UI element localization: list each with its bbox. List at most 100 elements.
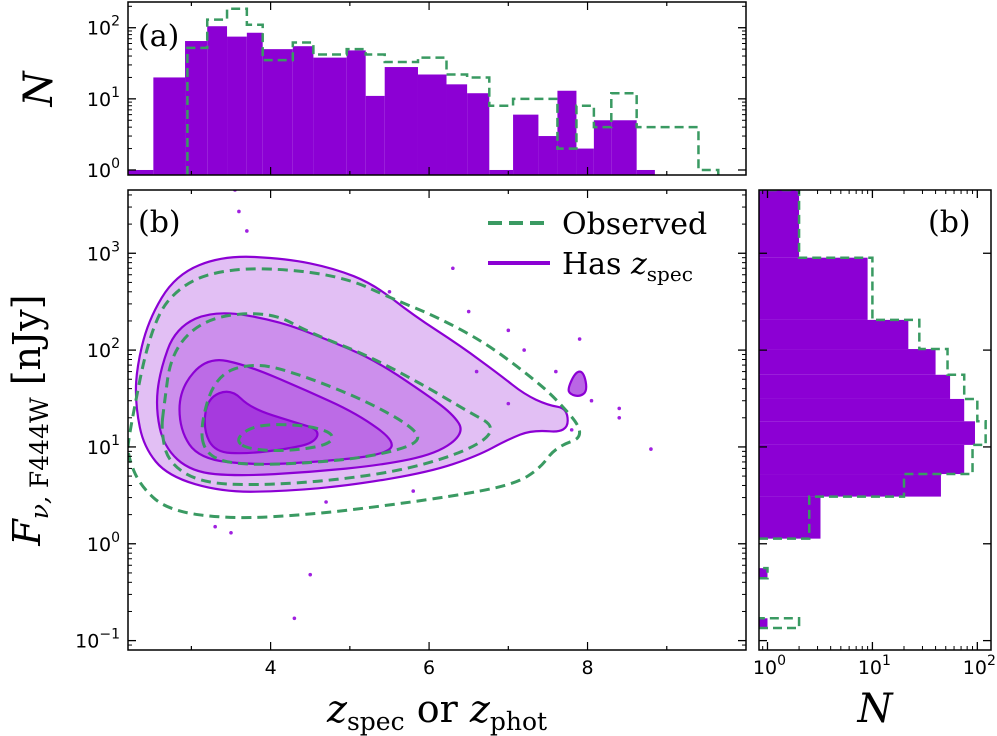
scatter-point	[411, 489, 416, 493]
scatter-point	[617, 415, 622, 420]
filled-contour-level-4	[204, 391, 318, 454]
top-bar	[576, 148, 594, 175]
main-y-tick-label-base: 10	[75, 631, 99, 653]
legend-has-zspec-label: Has zspec	[562, 247, 693, 286]
top-y-tick-label: 102	[87, 14, 120, 40]
top-y-tick-label-exp: 1	[111, 85, 120, 101]
top-bar	[593, 120, 612, 175]
main-y-tick-label: 10−1	[75, 627, 120, 653]
y-title-filter: F444W	[25, 397, 54, 488]
right-bar	[759, 474, 941, 497]
right-x-tick-label-base: 10	[858, 657, 882, 679]
x-title-or: or	[405, 687, 470, 731]
y-title-f: F	[5, 518, 49, 547]
scatter-point	[237, 209, 241, 214]
scatter-point	[324, 500, 328, 504]
main-panel-frame	[127, 189, 747, 651]
right-bar	[759, 190, 800, 258]
filled-contour-level-3	[179, 360, 392, 465]
scatter-point	[577, 337, 582, 341]
top-observed-step-line	[186, 7, 720, 175]
right-bar	[759, 398, 965, 422]
main-y-tick-label-exp: 2	[111, 336, 120, 352]
main-y-tick-label: 103	[87, 239, 120, 265]
has-zspec-contour-2	[155, 312, 462, 477]
scatter-point	[617, 406, 622, 411]
right-x-tick-label: 102	[963, 653, 996, 679]
top-bar	[538, 136, 558, 175]
top-y-tick-label-exp: 0	[111, 156, 120, 172]
scatter-point	[569, 428, 574, 432]
top-bar	[313, 57, 347, 175]
main-y-tick-label-base: 10	[87, 534, 111, 556]
right-bar	[759, 374, 951, 399]
x-title-zspec-sub: spec	[347, 707, 405, 736]
right-observed-step-line	[759, 190, 987, 630]
observed-contour-3	[200, 363, 420, 466]
scatter-point	[474, 369, 479, 374]
right-histogram-bars	[759, 190, 975, 628]
top-bar	[365, 95, 385, 175]
scatter-point	[387, 289, 392, 294]
right-bar	[759, 421, 975, 445]
scatter-point	[522, 348, 526, 352]
main-y-axis-title: Fν, F444W [nJy]	[5, 294, 54, 546]
scatter-point	[213, 524, 217, 529]
main-y-tick-label: 102	[87, 336, 120, 362]
top-bar	[489, 169, 514, 175]
x-title-zphot-var: z	[469, 687, 491, 731]
top-bar	[153, 77, 186, 175]
scatter-point	[466, 309, 471, 314]
main-y-tick-label-exp: 3	[111, 239, 120, 255]
main-y-tick-label-base: 10	[87, 243, 111, 265]
right-x-ticks: 100 101 102	[753, 190, 996, 679]
top-y-tick-label: 100	[87, 156, 120, 182]
x-title-zphot-sub: phot	[490, 707, 547, 736]
top-bar	[227, 36, 247, 175]
legend-has-zspec-label-sub: spec	[647, 262, 693, 286]
main-y-tick-label-exp: 0	[111, 530, 120, 546]
x-title-zspec-var: z	[326, 687, 348, 731]
top-bar	[611, 120, 637, 175]
scatter-point	[229, 530, 233, 535]
main-x-tick-label: 4	[265, 657, 277, 679]
scatter-point	[506, 401, 511, 406]
top-bar	[185, 41, 208, 175]
has-zspec-contour-1	[134, 255, 569, 493]
right-bar	[759, 349, 936, 375]
scatter-point	[308, 572, 313, 577]
main-dashed-contours	[128, 267, 582, 520]
right-x-tick-label-exp: 2	[987, 653, 996, 669]
top-bar	[417, 74, 447, 175]
main-x-tick-label: 6	[423, 657, 435, 679]
right-x-tick-label-base: 10	[963, 657, 987, 679]
top-x-ticks	[190, 2, 668, 175]
right-bar	[759, 496, 821, 539]
observed-contour-4	[237, 423, 334, 453]
main-scatter-points	[213, 190, 653, 621]
top-y-tick-label-exp: 2	[111, 14, 120, 30]
main-y-tick-label-base: 10	[87, 437, 111, 459]
scatter-point	[649, 447, 653, 451]
right-panel-frame	[758, 189, 992, 651]
main-y-tick-label: 100	[87, 530, 120, 556]
scatter-point	[506, 328, 511, 333]
top-bar	[467, 93, 490, 175]
top-bar	[557, 90, 577, 175]
right-x-axis-title: N	[857, 686, 895, 732]
top-y-tick-label-base: 10	[87, 160, 111, 182]
observed-contour-2	[160, 312, 493, 487]
top-panel-label: (a)	[138, 19, 179, 54]
main-y-tick-label: 101	[87, 433, 120, 459]
right-x-tick-label: 101	[858, 653, 891, 679]
right-x-tick-label: 100	[753, 653, 786, 679]
right-x-tick-label-exp: 1	[882, 653, 891, 669]
top-bar	[384, 67, 418, 175]
has-zspec-contour-4	[203, 390, 319, 455]
main-panel-label: (b)	[138, 205, 181, 240]
legend: Observed Has zspec	[488, 207, 707, 286]
observed-contour-1	[128, 267, 582, 520]
y-title-sub: ν,	[25, 488, 54, 519]
